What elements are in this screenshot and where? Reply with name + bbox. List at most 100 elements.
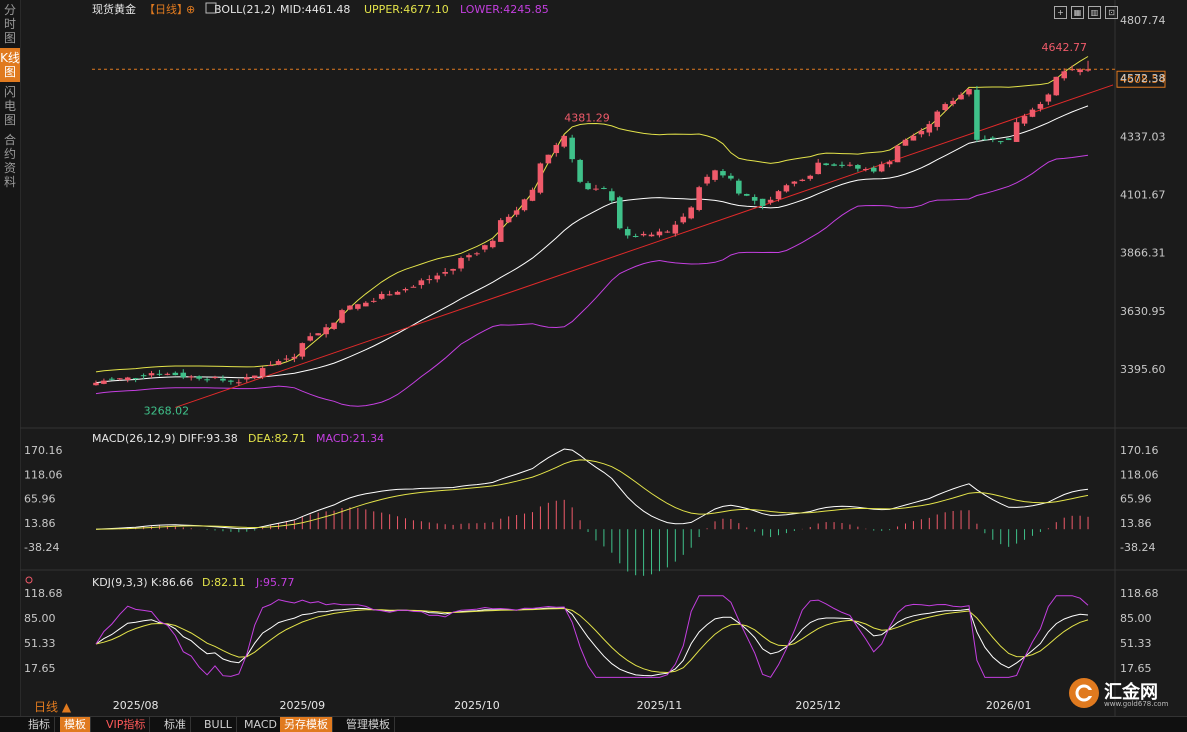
tab-contract-info[interactable]: 合约资料 — [3, 133, 16, 189]
candle-body — [164, 373, 171, 375]
high-annotation: 4642.77 — [1041, 41, 1087, 54]
candle-body — [513, 210, 520, 215]
kdj-tick-label: 17.65 — [1120, 662, 1152, 675]
candle-body — [299, 343, 306, 357]
candle-body — [307, 336, 314, 341]
kdj-j-value: J:95.77 — [255, 576, 294, 589]
kline-chart[interactable]: 4608.54 4642.77 4381.29 3268.02 4807.74 4572.… — [0, 0, 1187, 716]
candle-body — [878, 164, 885, 172]
candle-body — [1021, 116, 1028, 124]
kdj-tick-label-left: 118.68 — [24, 587, 63, 600]
tab-kline[interactable]: K线图 — [0, 48, 20, 82]
candle-body — [926, 124, 933, 133]
candle-body — [243, 377, 250, 380]
candle-body — [783, 185, 790, 192]
candle-body — [363, 302, 369, 307]
peak-annotation: 4381.29 — [564, 111, 610, 124]
time-tick-label: 2025/09 — [279, 699, 325, 712]
candle-body — [561, 135, 567, 147]
price-tick-label: 4337.03 — [1120, 130, 1166, 143]
candle-body — [640, 233, 647, 236]
candle-body — [942, 104, 948, 111]
candle-body — [450, 268, 456, 271]
price-tick-label: 4572.38 — [1120, 72, 1166, 85]
candle-body — [1085, 69, 1091, 71]
candle-body — [196, 376, 202, 379]
kdj-j-line — [95, 595, 1089, 678]
toolbar-bull[interactable]: BULL — [200, 717, 237, 732]
candle-body — [156, 373, 163, 375]
candle-body — [505, 216, 512, 223]
kdj-d-line — [95, 607, 1089, 674]
candle-body — [847, 164, 853, 166]
candle-body — [482, 245, 488, 250]
toolbar-macd[interactable]: MACD — [240, 717, 282, 732]
tab-flash[interactable]: 闪电图 — [3, 85, 16, 127]
macd-tick-label: 118.06 — [1120, 468, 1159, 481]
time-tick-label: 2026/01 — [986, 699, 1032, 712]
candle-body — [1013, 122, 1020, 142]
current-price-box — [1116, 70, 1166, 88]
toolbar-manage-template[interactable]: 管理模板 — [342, 717, 395, 732]
candle-body — [212, 377, 218, 379]
kdj-tick-label: 118.68 — [1120, 587, 1159, 600]
candle-body — [370, 300, 377, 302]
candle-body — [529, 189, 536, 201]
candle-body — [997, 141, 1004, 143]
boll-title: BOLL(21,2) — [214, 3, 275, 16]
macd-tick-label: -38.24 — [1120, 541, 1155, 554]
toolbar-template[interactable]: 模板 — [60, 717, 91, 732]
candle-body — [1077, 69, 1083, 73]
price-tick-label: 3866.31 — [1120, 247, 1166, 260]
candle-body — [1053, 76, 1060, 96]
candle-body — [172, 372, 179, 376]
fullscreen-icon[interactable]: ⊡ — [1105, 6, 1118, 19]
tab-timeshare[interactable]: 分时图 — [3, 3, 16, 45]
candle-body — [736, 180, 742, 194]
crosshair-icon[interactable]: + — [1054, 6, 1067, 19]
candle-body — [704, 176, 710, 184]
candle-body — [601, 187, 607, 189]
candle-body — [402, 289, 409, 291]
candle-body — [577, 159, 583, 182]
boll-upper-value: UPPER:4677.10 — [364, 3, 449, 16]
macd-tick-label-left: 170.16 — [24, 444, 63, 457]
toolbar-save-template[interactable]: 另存模板 — [280, 717, 333, 732]
candle-body — [950, 100, 956, 105]
candle-body — [442, 271, 448, 274]
candle-body — [339, 310, 345, 323]
candle-body — [124, 377, 131, 381]
candle-body — [743, 194, 750, 196]
candle-body — [934, 111, 941, 127]
toolbar-vip-indicator[interactable]: VIP指标 — [102, 717, 151, 732]
candle-body — [632, 236, 639, 238]
macd-tick-label-left: 65.96 — [24, 493, 56, 506]
low-annotation: 3268.02 — [144, 405, 190, 418]
kdj-tick-label: 51.33 — [1120, 637, 1152, 650]
layout-icon[interactable]: ▥ — [1088, 6, 1101, 19]
candle-body — [355, 304, 361, 309]
candle-body — [569, 137, 575, 160]
boll-mid-value: MID:4461.48 — [280, 3, 350, 16]
gold678-logo: 汇金网 www.gold678.com — [1068, 676, 1168, 710]
candle-body — [521, 199, 528, 211]
candle-body — [799, 179, 806, 181]
period-label: 日线 ▲ — [34, 700, 72, 714]
macd-tick-label: 13.86 — [1120, 517, 1152, 530]
time-tick-label: 2025/08 — [113, 699, 159, 712]
boll-mid-line — [95, 105, 1089, 384]
grid-icon[interactable]: ▦ — [1071, 6, 1084, 19]
kdj-d-value: D:82.11 — [202, 576, 246, 589]
toolbar-indicator[interactable]: 指标 — [24, 717, 55, 732]
candle-body — [609, 191, 615, 201]
time-tick-label: 2025/11 — [637, 699, 683, 712]
macd-dea-line — [95, 459, 1089, 530]
candle-body — [672, 224, 679, 234]
candle-body — [617, 197, 623, 229]
candle-body — [593, 188, 599, 190]
candle-body — [974, 89, 980, 140]
candle-body — [1005, 138, 1012, 141]
toolbar-standard[interactable]: 标准 — [160, 717, 191, 732]
macd-diff-line — [95, 448, 1089, 530]
candle-body — [132, 378, 139, 380]
